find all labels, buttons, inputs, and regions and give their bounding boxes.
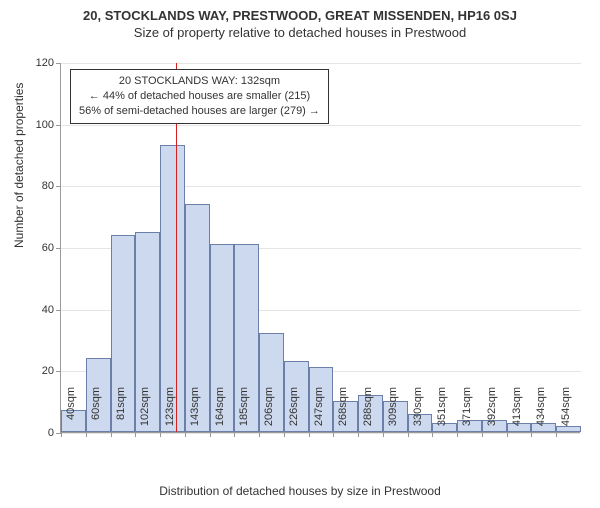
infobox-line3: 56% of semi-detached houses are larger (…: [79, 104, 320, 119]
xtick-label: 81sqm: [115, 387, 127, 437]
xtick-label: 40sqm: [65, 387, 77, 437]
xtick-label: 371sqm: [461, 387, 473, 437]
x-axis-label: Distribution of detached houses by size …: [0, 484, 600, 498]
xtick-mark: [408, 433, 409, 437]
xtick-label: 351sqm: [436, 387, 448, 437]
ytick-mark: [56, 63, 61, 64]
xtick-mark: [333, 433, 334, 437]
xtick-label: 60sqm: [90, 387, 102, 437]
xtick-label: 143sqm: [189, 387, 201, 437]
xtick-label: 330sqm: [412, 387, 424, 437]
xtick-label: 123sqm: [164, 387, 176, 437]
ytick-mark: [56, 125, 61, 126]
xtick-label: 268sqm: [337, 387, 349, 437]
ytick-label: 80: [24, 180, 54, 192]
ytick-label: 20: [24, 365, 54, 377]
xtick-mark: [284, 433, 285, 437]
xtick-label: 206sqm: [263, 387, 275, 437]
infobox-line1: 20 STOCKLANDS WAY: 132sqm: [79, 74, 320, 89]
xtick-mark: [358, 433, 359, 437]
xtick-mark: [432, 433, 433, 437]
xtick-label: 247sqm: [313, 387, 325, 437]
xtick-label: 454sqm: [560, 387, 572, 437]
ytick-mark: [56, 371, 61, 372]
xtick-mark: [135, 433, 136, 437]
xtick-mark: [86, 433, 87, 437]
xtick-mark: [111, 433, 112, 437]
xtick-label: 226sqm: [288, 387, 300, 437]
xtick-label: 288sqm: [362, 387, 374, 437]
xtick-mark: [234, 433, 235, 437]
xtick-mark: [160, 433, 161, 437]
ytick-label: 60: [24, 242, 54, 254]
info-box: 20 STOCKLANDS WAY: 132sqm ← 44% of detac…: [70, 69, 329, 124]
xtick-label: 392sqm: [486, 387, 498, 437]
ytick-mark: [56, 186, 61, 187]
xtick-mark: [210, 433, 211, 437]
xtick-mark: [309, 433, 310, 437]
page-subtitle: Size of property relative to detached ho…: [0, 25, 600, 40]
histogram-chart: 02040608010012040sqm60sqm81sqm102sqm123s…: [60, 63, 580, 433]
xtick-mark: [457, 433, 458, 437]
xtick-mark: [482, 433, 483, 437]
gridline: [61, 186, 581, 187]
y-axis-label: Number of detached properties: [12, 83, 26, 248]
xtick-mark: [185, 433, 186, 437]
ytick-label: 120: [24, 57, 54, 69]
xtick-label: 185sqm: [238, 387, 250, 437]
ytick-label: 40: [24, 304, 54, 316]
xtick-mark: [531, 433, 532, 437]
ytick-label: 100: [24, 119, 54, 131]
ytick-mark: [56, 248, 61, 249]
xtick-label: 309sqm: [387, 387, 399, 437]
xtick-mark: [259, 433, 260, 437]
gridline: [61, 125, 581, 126]
xtick-label: 413sqm: [511, 387, 523, 437]
xtick-label: 164sqm: [214, 387, 226, 437]
xtick-mark: [556, 433, 557, 437]
xtick-mark: [507, 433, 508, 437]
infobox-line2: ← 44% of detached houses are smaller (21…: [79, 89, 320, 104]
page-title: 20, STOCKLANDS WAY, PRESTWOOD, GREAT MIS…: [0, 8, 600, 23]
xtick-mark: [383, 433, 384, 437]
xtick-label: 434sqm: [535, 387, 547, 437]
xtick-mark: [61, 433, 62, 437]
ytick-label: 0: [24, 427, 54, 439]
ytick-mark: [56, 310, 61, 311]
xtick-label: 102sqm: [139, 387, 151, 437]
gridline: [61, 63, 581, 64]
